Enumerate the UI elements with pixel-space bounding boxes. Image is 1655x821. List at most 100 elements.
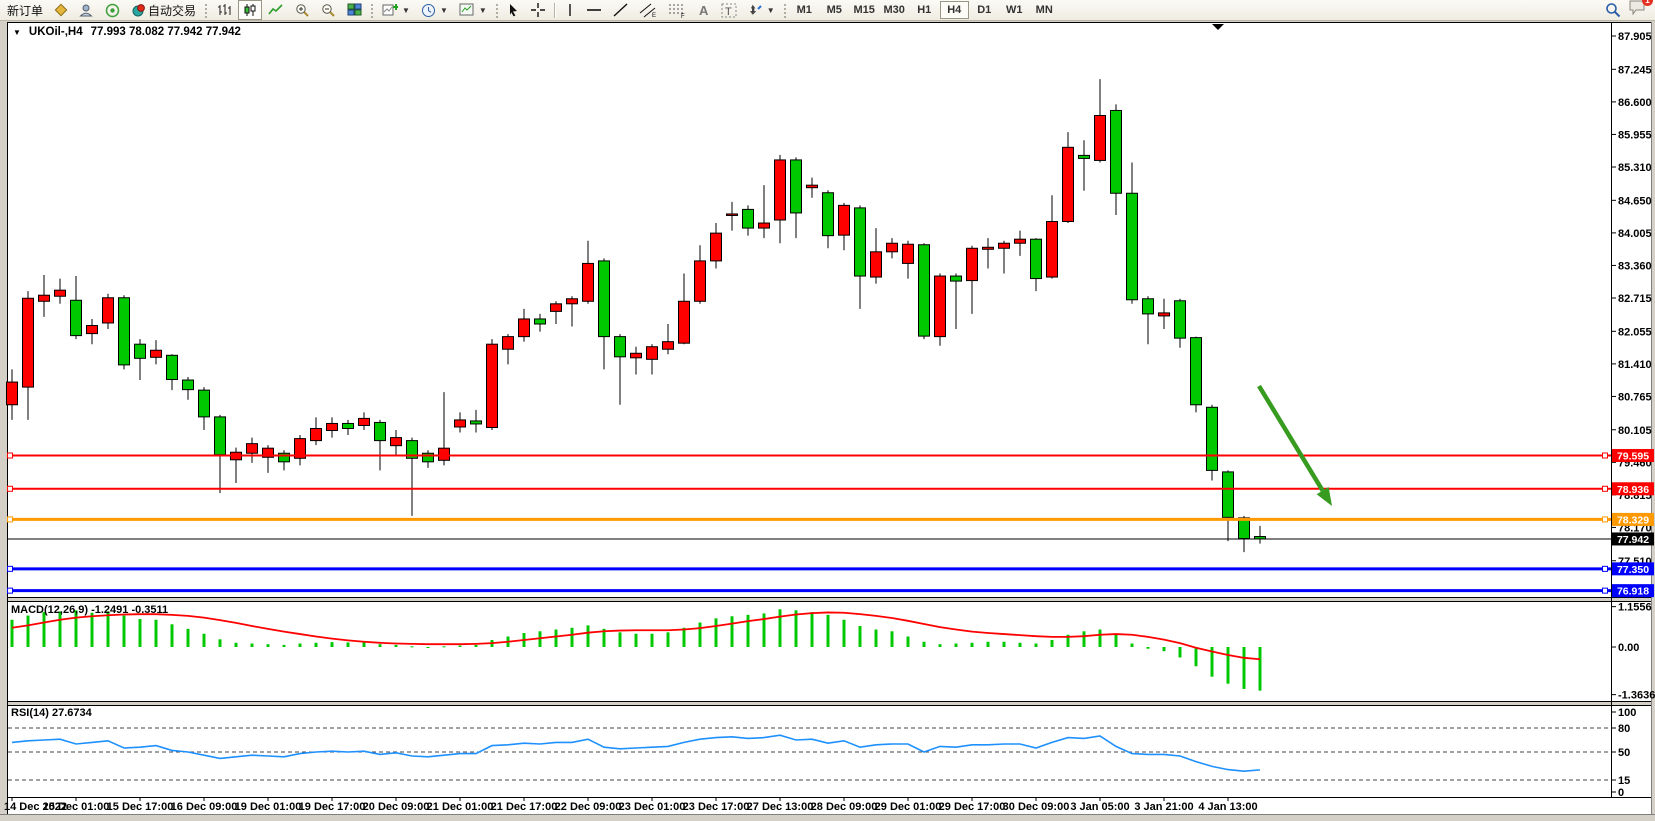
svg-text:78.329: 78.329 [1617, 514, 1649, 526]
toolbar-drag-handle[interactable] [782, 2, 787, 18]
arrow-annotation[interactable] [1257, 384, 1332, 506]
text-icon: A [699, 3, 709, 17]
svg-text:F: F [681, 14, 685, 18]
date-label: 3 Jan 05:00 [1070, 801, 1129, 813]
auto-trading-icon [132, 4, 145, 17]
hline-79.595[interactable] [7, 452, 1612, 459]
terminal-user-button[interactable] [74, 0, 99, 20]
templates-button[interactable]: ▼ [454, 0, 492, 20]
text-tool-button[interactable]: A [692, 0, 715, 20]
horizontal-line-tool-button[interactable] [581, 0, 607, 20]
price-axis-tick: 81.410 [1618, 359, 1652, 371]
search-icon[interactable] [1605, 2, 1621, 18]
toolbar-right-tools: 1 [1605, 0, 1653, 20]
chart-symbol-period: UKOil-,H4 [28, 26, 83, 38]
trendline-tool-button[interactable] [608, 0, 633, 20]
market-watch-icon-button[interactable] [49, 0, 73, 20]
tf-button-m1[interactable]: M1 [796, 4, 812, 16]
hline-77.350[interactable] [7, 565, 1612, 572]
hline-76.918[interactable] [7, 587, 1612, 594]
tf-button-h1[interactable]: H1 [917, 4, 932, 16]
svg-text:E: E [652, 13, 656, 18]
line-chart-mode-button[interactable] [263, 0, 289, 20]
line-chart-icon [268, 4, 283, 15]
zoom-in-button[interactable] [290, 0, 315, 20]
bar-chart-mode-button[interactable] [211, 0, 237, 20]
date-label: 16 Dec 09:00 [171, 801, 238, 813]
tf-button-mn[interactable]: MN [1035, 4, 1053, 16]
macd-panel: 1.1556 0.00 -1.3636 [10, 602, 1655, 702]
dropdown-arrow-icon: ▼ [402, 5, 410, 15]
arrows-tool-button[interactable]: ▼ [743, 0, 780, 20]
price-axis-tick: 83.360 [1618, 260, 1652, 272]
price-axis-tick: 80.765 [1618, 391, 1652, 403]
price-tag-79.595: 79.595 [1612, 449, 1654, 463]
hline-78.329[interactable] [7, 516, 1612, 523]
toolbar-drag-handle[interactable] [370, 2, 375, 18]
price-axis-tick: 82.715 [1618, 293, 1652, 305]
label-tool-button[interactable]: T [716, 0, 742, 20]
chart-canvas[interactable]: 87.905 87.245 86.600 85.955 85.310 84.650 84.0… [0, 22, 1655, 821]
date-label: 28 Dec 09:00 [811, 801, 878, 813]
hline-78.936[interactable] [7, 485, 1612, 492]
tf-button-m30[interactable]: M30 [883, 4, 905, 16]
fibonacci-tool-button[interactable]: F [663, 0, 691, 20]
crosshair-icon [530, 3, 545, 17]
toolbar-separator [553, 2, 556, 18]
price-tag-76.918: 76.918 [1612, 584, 1654, 598]
chart-title: ▼ UKOil-,H4 77.993 78.082 77.942 77.942 [13, 26, 241, 38]
tf-button-d1[interactable]: D1 [977, 4, 992, 16]
rsi-panel: 100 80 50 150 [8, 707, 1636, 799]
dropdown-arrow-icon: ▼ [766, 5, 775, 15]
auto-trading-label: 自动交易 [148, 3, 197, 18]
vertical-line-tool-button[interactable] [560, 0, 580, 20]
date-label: 21 Dec 17:00 [491, 801, 558, 813]
equidistant-channel-icon: E [639, 3, 656, 18]
crosshair-tool-button[interactable] [526, 0, 550, 20]
svg-text:A: A [699, 3, 709, 17]
tile-windows-icon [347, 3, 362, 16]
tf-button-m15[interactable]: M15 [853, 4, 875, 16]
tf-button-m5[interactable]: M5 [826, 4, 842, 16]
macd-axis-tick: 1.1556 [1618, 602, 1652, 614]
price-axis-tick: 80.105 [1618, 425, 1652, 437]
zoom-out-button[interactable] [316, 0, 341, 20]
user-icon [79, 4, 93, 16]
vertical-line-icon [569, 4, 571, 16]
window-menu-icon[interactable]: ▼ [13, 27, 21, 37]
macd-axis-tick: 0.00 [1618, 642, 1639, 654]
chart-shift-marker[interactable] [1212, 24, 1224, 30]
tf-button-h4[interactable]: H4 [939, 1, 969, 19]
date-label: 3 Jan 21:00 [1134, 801, 1193, 813]
add-indicator-icon [382, 4, 399, 16]
svg-text:79.595: 79.595 [1617, 451, 1649, 463]
price-axis-tick: 86.600 [1618, 97, 1652, 109]
auto-trading-button[interactable]: 自动交易 [126, 0, 201, 20]
dropdown-arrow-icon: ▼ [478, 5, 487, 15]
add-indicator-button[interactable]: ▼ [377, 0, 415, 20]
date-label: 23 Dec 17:00 [683, 801, 750, 813]
channel-tool-button[interactable]: E [634, 0, 662, 20]
periods-clock-button[interactable]: ▼ [416, 0, 453, 20]
notification-badge: 1 [1642, 0, 1653, 6]
new-order-button[interactable]: 新订单 [2, 0, 48, 20]
tf-button-w1[interactable]: W1 [1005, 4, 1023, 16]
price-axis-tick: 87.905 [1618, 31, 1652, 43]
toolbar-drag-handle[interactable] [204, 2, 209, 18]
date-label: 19 Dec 17:00 [299, 801, 366, 813]
rsi-axis-tick: 15 [1618, 775, 1630, 787]
price-axis-tick: 85.310 [1618, 162, 1652, 174]
cursor-tool-button[interactable] [502, 0, 525, 20]
price-tag-77.942: 77.942 [1612, 532, 1654, 546]
gold-diamond-icon [54, 3, 68, 17]
date-label: 29 Dec 01:00 [875, 801, 942, 813]
signals-button[interactable] [100, 0, 125, 20]
toolbar-drag-handle[interactable] [494, 2, 499, 18]
tile-windows-button[interactable] [342, 0, 367, 20]
candles-layer [6, 79, 1266, 553]
candlestick-mode-button[interactable] [238, 0, 263, 20]
date-label: 29 Dec 17:00 [939, 801, 1006, 813]
price-tag-77.350: 77.350 [1612, 562, 1654, 576]
notifications-button[interactable]: 1 [1629, 0, 1653, 20]
